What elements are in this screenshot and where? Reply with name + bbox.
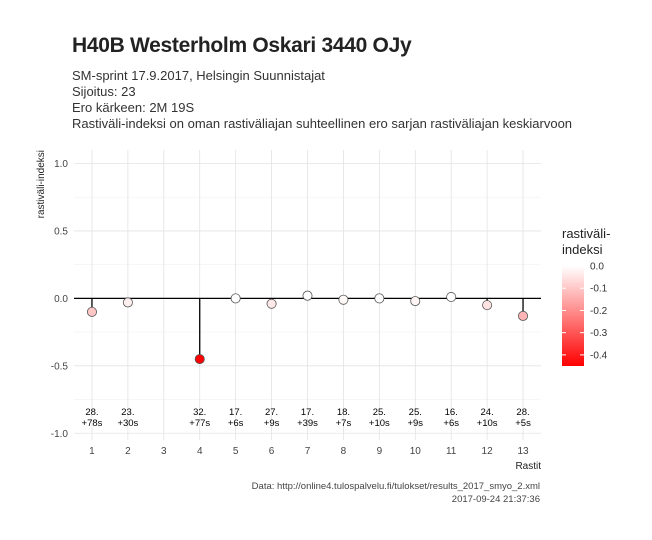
x-tick-label: 5 <box>233 446 239 457</box>
grid-lines <box>74 150 541 440</box>
diff-label: +5s <box>515 418 531 429</box>
data-point <box>230 293 241 304</box>
data-point <box>338 294 349 305</box>
data-source: Data: http://online4.tulospalvelu.fi/tul… <box>251 481 540 492</box>
data-point <box>302 290 313 301</box>
subtitle-rank: Sijoitus: 23 <box>72 84 136 99</box>
rank-label: 16. <box>445 407 458 418</box>
y-axis-title: rastiväli-indeksi <box>36 150 47 218</box>
diff-label: +78s <box>82 418 103 429</box>
rank-label: 25. <box>373 407 386 418</box>
legend-tick-label: -0.4 <box>590 350 608 361</box>
axes: -1.0-0.50.00.51.01 2 3 4 5 6 7 8 9 10 11 12 13Rastit… <box>36 150 541 472</box>
rank-label: 28. <box>516 407 529 418</box>
x-tick-label: 13 <box>517 446 529 457</box>
y-tick-label: -1.0 <box>51 429 69 440</box>
x-tick-label: 2 <box>125 446 131 457</box>
rank-label: 24. <box>481 407 494 418</box>
diff-label: +77s <box>189 418 210 429</box>
rank-label: 25. <box>409 407 422 418</box>
x-tick-label: 7 <box>305 446 311 457</box>
x-tick-label: 4 <box>197 446 203 457</box>
diff-label: +7s <box>336 418 352 429</box>
legend-title-line2: indeksi <box>562 242 603 257</box>
diff-label: +9s <box>407 418 423 429</box>
data-point <box>86 306 97 317</box>
legend-tick-label: -0.1 <box>590 284 608 295</box>
legend-colorbar <box>562 266 584 366</box>
rank-label: 28. <box>85 407 98 418</box>
legend-tick-label: -0.3 <box>590 328 608 339</box>
subtitle-event: SM-sprint 17.9.2017, Helsingin Suunnista… <box>72 68 325 83</box>
x-tick-label: 10 <box>410 446 422 457</box>
rank-label: 17. <box>229 407 242 418</box>
rank-label: 32. <box>193 407 206 418</box>
x-tick-label: 6 <box>269 446 275 457</box>
diff-label: +39s <box>297 418 318 429</box>
diff-label: +6s <box>443 418 459 429</box>
data-point <box>374 293 385 304</box>
data-point <box>518 310 529 321</box>
y-tick-label: 1.0 <box>54 159 68 170</box>
data-point <box>122 297 133 308</box>
rank-label: 27. <box>265 407 278 418</box>
data-point <box>410 296 421 307</box>
timestamp: 2017-09-24 21:37:36 <box>451 494 540 505</box>
y-tick-label: -0.5 <box>51 361 69 372</box>
subtitle-gap: Ero kärkeen: 2M 19S <box>72 100 195 115</box>
x-tick-label: 8 <box>341 446 347 457</box>
chart-marks: 28.+78s23.+30s32.+77s17.+6s27.+9s17.+39s… <box>74 290 541 429</box>
data-point <box>266 298 277 309</box>
rank-label: 17. <box>301 407 314 418</box>
data-point <box>194 354 205 365</box>
data-point <box>446 292 457 303</box>
x-tick-label: 3 <box>161 446 167 457</box>
rank-label: 18. <box>337 407 350 418</box>
chart-title: H40B Westerholm Oskari 3440 OJy <box>72 34 412 57</box>
data-point <box>482 300 493 311</box>
x-axis-title: Rastit <box>515 461 541 472</box>
legend-tick-label: -0.2 <box>590 306 608 317</box>
subtitle-description: Rastiväli-indeksi on oman rastiväliajan … <box>72 116 573 131</box>
y-tick-label: 0.0 <box>54 294 68 305</box>
legend-tick-label: 0.0 <box>590 262 604 273</box>
x-tick-label: 9 <box>377 446 383 457</box>
color-legend: rastiväli-indeksi 0.0 -0.1 -0.2 -0.3 -0.4 <box>562 226 610 366</box>
y-tick-label: 0.5 <box>54 226 68 237</box>
x-tick-label: 12 <box>482 446 494 457</box>
x-tick-label: 1 <box>89 446 95 457</box>
diff-label: +6s <box>228 418 244 429</box>
diff-label: +30s <box>117 418 138 429</box>
legend-title-line1: rastiväli- <box>562 226 610 241</box>
x-tick-label: 11 <box>446 446 457 457</box>
diff-label: +10s <box>477 418 498 429</box>
diff-label: +9s <box>264 418 280 429</box>
rank-label: 23. <box>121 407 134 418</box>
diff-label: +10s <box>369 418 390 429</box>
